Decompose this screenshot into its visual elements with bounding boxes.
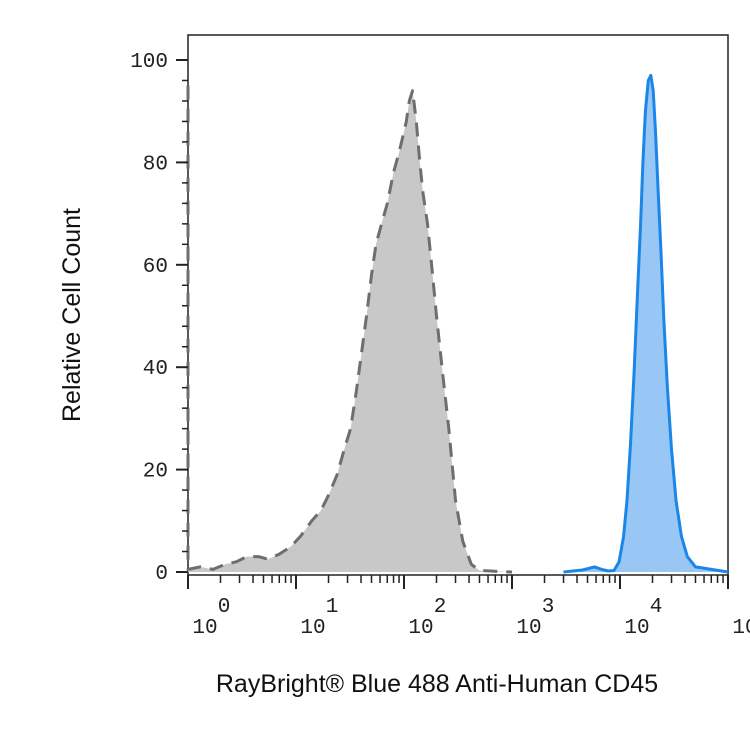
y-axis-title: Relative Cell Count [58,208,86,422]
x-axis-title: RayBright® Blue 488 Anti-Human CD45 [216,670,658,698]
x-tick-exponent: 4 [650,596,663,619]
x-tick-label: 10 [732,617,750,640]
x-tick-label: 10 [300,617,325,640]
series-layer [186,73,729,574]
y-tick-label: 0 [155,563,168,586]
y-axis: 0 20 40 60 80 100 [130,51,188,586]
x-tick-label: 10 [192,617,217,640]
x-tick-label: 10 [516,617,541,640]
y-tick-label: 60 [143,256,168,279]
x-tick-label: 10 [408,617,433,640]
series-2-line [563,73,729,574]
y-tick-label: 80 [143,153,168,176]
x-axis: 100101102103104105 [187,575,750,640]
x-tick-exponent: 1 [326,596,339,619]
series-1-line [186,85,513,574]
y-tick-label: 20 [143,461,168,484]
x-tick-exponent: 2 [434,596,447,619]
x-tick-exponent: 3 [542,596,555,619]
x-tick-exponent: 0 [218,596,231,619]
y-tick-label: 100 [130,51,168,74]
series-1-area [188,85,512,572]
y-tick-label: 40 [143,358,168,381]
series-2-area [563,75,728,573]
x-tick-label: 10 [624,617,649,640]
